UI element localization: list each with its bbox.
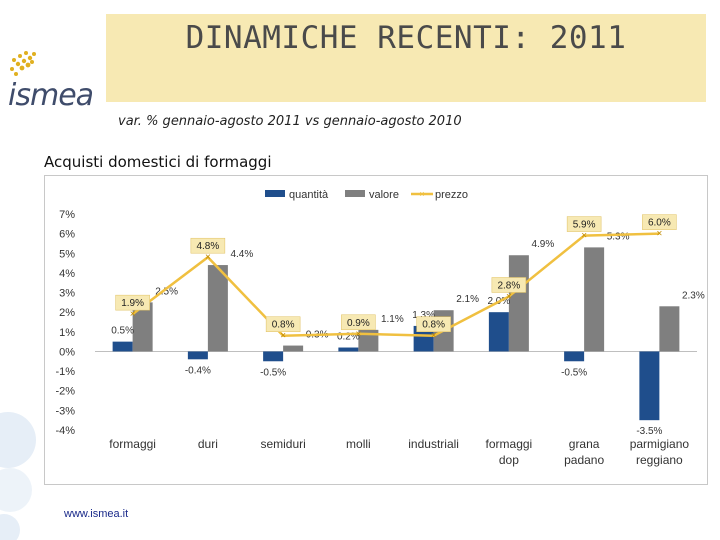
category-label: parmigiano [630, 437, 690, 451]
line-marker-prezzo: × [431, 331, 437, 342]
data-label-prezzo: 6.0% [648, 218, 671, 229]
series-line-prezzo [131, 232, 660, 338]
data-label-box-prezzo [642, 214, 677, 230]
bar-quantita [488, 312, 509, 352]
line-marker-prezzo: × [355, 329, 361, 340]
data-label-box-prezzo [491, 277, 527, 293]
line-marker-prezzo: × [581, 231, 587, 242]
y-tick-label: 5% [59, 248, 75, 260]
data-label-valore: 1.1% [381, 314, 404, 325]
data-label-valore: 4.4% [230, 249, 253, 260]
data-label-quantita: 0.2% [337, 332, 360, 343]
y-tick-label: 0% [59, 346, 75, 358]
data-label-box-prezzo [566, 216, 602, 232]
category-label: formaggi [109, 437, 156, 451]
category-label: reggiano [636, 453, 683, 467]
category-label: grana [569, 437, 600, 451]
data-label-quantita: -0.5% [260, 367, 286, 378]
subtitle: var. % gennaio-agosto 2011 vs gennaio-ag… [118, 114, 462, 129]
website-link[interactable]: www.ismea.it [64, 508, 129, 520]
title-banner [106, 14, 706, 102]
legend-swatch-0 [265, 190, 285, 197]
data-label-box-prezzo [265, 316, 301, 332]
decorative-circles-icon [0, 412, 36, 540]
data-label-valore: 4.9% [531, 239, 554, 250]
category-label: dop [499, 453, 519, 467]
line-marker-prezzo: × [280, 331, 286, 342]
page-title: DINAMICHE RECENTI: 2011 [185, 20, 627, 56]
bar-quantita [263, 351, 284, 362]
y-tick-label: 4% [59, 268, 75, 280]
data-label-prezzo: 0.8% [272, 320, 295, 331]
chart-title: Acquisti domestici di formaggi [44, 153, 272, 171]
bar-quantita [413, 325, 434, 352]
data-label-box-prezzo [416, 316, 451, 332]
data-label-valore: 2.3% [682, 290, 705, 301]
data-label-valore: 5.3% [607, 231, 630, 242]
data-label-prezzo: 0.9% [347, 318, 370, 329]
category-label: semiduri [260, 437, 305, 451]
data-label-prezzo: 1.9% [121, 298, 144, 309]
y-tick-label: 2% [59, 307, 75, 319]
logo-text: ismea [8, 78, 94, 113]
ismea-logo-icon [10, 51, 36, 76]
bar-quantita [112, 341, 133, 352]
chart: quantità valore × prezzo 7% 6% 5% 4% 3% 2% 1% 0% -1%… [55, 189, 705, 467]
data-label-quantita: 0.5% [111, 326, 134, 337]
bar-quantita [564, 351, 585, 362]
bar-valore [584, 247, 605, 352]
bar-quantita [639, 351, 660, 421]
bar-valore [207, 265, 228, 352]
line-marker-prezzo: × [130, 309, 136, 320]
y-tick-label: 1% [59, 327, 75, 339]
bar-quantita [338, 347, 359, 352]
y-tick-label: 7% [59, 209, 75, 221]
category-label: padano [564, 453, 604, 467]
category-label: formaggi [486, 437, 533, 451]
data-label-valore: 2.5% [155, 286, 178, 297]
bar-quantita [187, 351, 208, 360]
y-tick-label: -1% [55, 366, 75, 378]
category-label: industriali [408, 437, 459, 451]
data-label-box-prezzo [190, 237, 226, 254]
data-label-quantita: 1.3% [412, 310, 435, 321]
line-marker-prezzo: × [205, 252, 211, 263]
data-label-prezzo: 4.8% [196, 241, 219, 252]
data-label-valore: 2.1% [456, 294, 479, 305]
data-label-quantita: -0.5% [561, 367, 587, 378]
y-tick-label: 3% [59, 288, 75, 300]
category-label: molli [346, 437, 371, 451]
legend-label-2: prezzo [435, 189, 468, 201]
legend-label-1: valore [369, 189, 399, 201]
y-tick-label: -3% [55, 405, 75, 417]
chart-frame: quantità valore × prezzo 7% 6% 5% 4% 3% 2% 1% 0% -1%… [44, 175, 708, 485]
legend-swatch-1 [345, 190, 365, 197]
data-label-prezzo: 5.9% [573, 220, 596, 231]
legend-marker-2: × [419, 189, 424, 199]
y-tick-label: 6% [59, 229, 75, 241]
line-marker-prezzo: × [656, 229, 662, 240]
bar-valore [659, 306, 680, 352]
category-label: duri [198, 437, 218, 451]
y-tick-label: -4% [55, 425, 75, 437]
data-label-quantita: -0.4% [185, 365, 211, 376]
data-label-prezzo: 0.8% [422, 320, 445, 331]
bar-valore [508, 255, 529, 352]
bar-valore [132, 302, 153, 352]
data-label-quantita: -3.5% [636, 426, 662, 437]
data-label-box-prezzo [115, 294, 150, 311]
data-label-box-prezzo [341, 314, 376, 331]
data-label-prezzo: 2.8% [497, 280, 520, 291]
y-tick-label: -2% [55, 386, 75, 398]
line-marker-prezzo: × [506, 291, 512, 302]
legend-label-0: quantità [289, 189, 329, 201]
bar-valore [283, 345, 304, 352]
